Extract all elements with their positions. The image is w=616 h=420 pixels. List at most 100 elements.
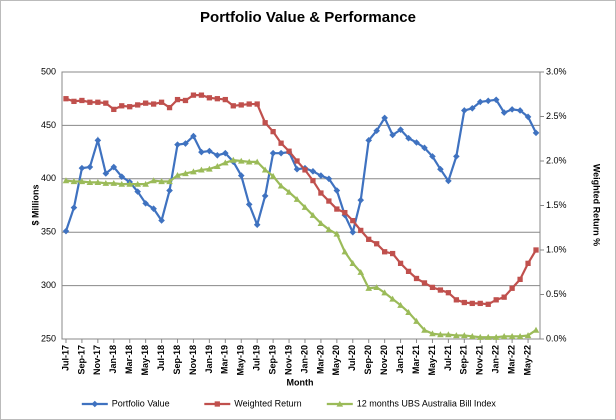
marker — [214, 152, 221, 159]
x-tick-label: May-20 — [331, 345, 341, 376]
marker — [237, 157, 245, 164]
marker — [238, 102, 244, 108]
y2-tick-label: 3.0% — [546, 66, 567, 76]
marker — [389, 250, 396, 257]
x-tick-label: Nov-21 — [475, 345, 485, 375]
marker — [70, 178, 78, 185]
marker — [166, 187, 173, 194]
marker — [206, 95, 213, 101]
marker — [261, 166, 269, 173]
marker — [524, 113, 532, 121]
marker — [453, 332, 460, 339]
marker — [453, 153, 460, 160]
marker — [445, 290, 452, 296]
marker — [421, 280, 428, 286]
marker — [326, 198, 332, 204]
marker — [79, 97, 85, 104]
marker — [310, 177, 316, 184]
marker — [318, 190, 324, 196]
marker — [277, 149, 285, 157]
marker — [437, 331, 444, 338]
marker — [198, 92, 205, 98]
marker — [309, 168, 317, 175]
marker — [325, 226, 333, 233]
marker — [269, 149, 277, 157]
marker — [484, 333, 492, 340]
x-tick-label: Jul-19 — [252, 345, 262, 371]
marker — [516, 333, 524, 339]
marker — [78, 164, 86, 172]
marker — [190, 168, 197, 175]
x-tick-label: Sep-20 — [363, 345, 373, 375]
marker — [532, 129, 540, 137]
marker — [461, 332, 468, 339]
marker — [91, 400, 99, 408]
marker — [453, 297, 459, 303]
marker — [317, 172, 325, 179]
marker — [246, 101, 252, 107]
marker — [421, 326, 428, 333]
marker — [485, 301, 491, 307]
marker — [134, 180, 141, 187]
marker — [374, 241, 380, 247]
marker — [206, 165, 213, 172]
marker — [261, 192, 269, 200]
marker — [333, 187, 341, 194]
x-tick-label: Nov-20 — [379, 345, 389, 375]
marker — [350, 217, 356, 224]
marker — [476, 98, 484, 106]
marker — [150, 205, 157, 213]
y-tick-label: 250 — [41, 333, 56, 343]
marker — [373, 127, 380, 135]
x-tick-label: Jul-18 — [156, 345, 166, 371]
y-tick-label: 450 — [41, 120, 56, 130]
marker — [461, 107, 468, 114]
marker — [517, 276, 523, 283]
x-tick-label: Mar-22 — [506, 345, 516, 374]
marker — [253, 158, 261, 165]
marker — [382, 249, 388, 255]
marker — [516, 107, 524, 114]
marker — [500, 333, 508, 339]
marker — [245, 158, 253, 165]
marker — [102, 179, 110, 186]
marker — [182, 97, 189, 104]
x-tick-label: Sep-21 — [459, 345, 469, 375]
marker — [492, 96, 500, 104]
marker — [245, 201, 253, 208]
plot-border — [61, 71, 541, 340]
marker — [405, 134, 412, 142]
marker — [103, 100, 109, 106]
marker — [277, 182, 285, 189]
marker — [389, 131, 396, 139]
marker — [476, 333, 484, 340]
x-tick-label: Jul-17 — [60, 345, 70, 371]
x-axis-title: Month — [287, 377, 314, 387]
marker — [508, 106, 516, 113]
legend-label: Weighted Return — [234, 398, 301, 408]
x-tick-label: Mar-18 — [124, 345, 134, 374]
y2-axis-title: Weighted Return % — [592, 164, 602, 246]
y-axis-title: $ Millions — [30, 184, 40, 225]
marker — [62, 177, 70, 184]
marker — [421, 144, 428, 152]
y2-tick-label: 0.0% — [546, 333, 567, 343]
marker — [293, 165, 301, 173]
marker — [301, 203, 309, 210]
y2-tick-label: 2.0% — [546, 155, 567, 165]
marker — [190, 92, 197, 98]
marker — [468, 333, 476, 339]
marker — [86, 179, 94, 185]
marker — [309, 211, 317, 218]
marker — [198, 148, 205, 156]
marker — [365, 284, 373, 291]
marker — [333, 230, 341, 237]
marker — [190, 132, 197, 140]
marker — [484, 97, 492, 105]
marker — [349, 260, 357, 266]
marker — [349, 228, 357, 236]
marker — [118, 173, 126, 180]
marker — [293, 195, 301, 202]
x-tick-label: Mar-20 — [315, 345, 325, 374]
marker — [405, 309, 412, 315]
